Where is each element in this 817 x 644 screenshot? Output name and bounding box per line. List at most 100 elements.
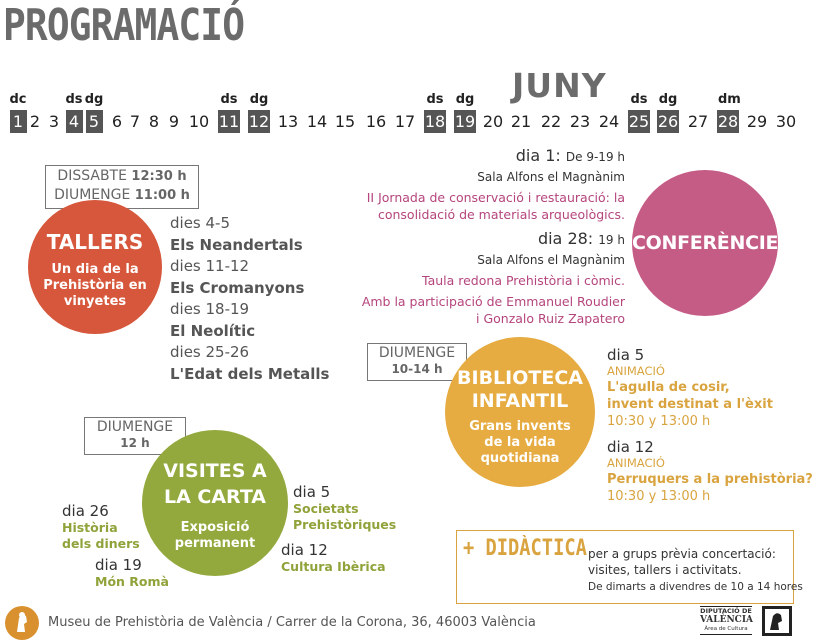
diputacio-logo-text: VALÈNCIA: [700, 615, 754, 625]
bib-item-type: ANIMACIÓ: [607, 364, 665, 378]
calendar-day: 10: [188, 112, 210, 131]
calendar-day: 15: [334, 112, 356, 131]
tallers-item-name: Els Neandertals: [170, 235, 303, 254]
visites-day: DIUMENGE: [96, 419, 174, 435]
tallers-item-days: dies 18-19: [170, 300, 250, 318]
weekday-label: ds: [65, 92, 83, 107]
museum-logo-icon: [5, 606, 39, 640]
conferencies-events: dia 1: De 9-19 h Sala Alfons el Magnànim…: [285, 146, 625, 327]
conferencies-title: CONFERÈNCIES: [632, 232, 792, 254]
calendar-day: 30: [775, 112, 797, 131]
tallers-time2: 11:00 h: [134, 188, 190, 203]
tallers-day1: DISSABTE: [57, 168, 127, 184]
visites-time: 12 h: [120, 436, 150, 450]
tallers-subtitle-line: Prehistòria en: [43, 278, 147, 293]
biblioteca-day: DIUMENGE: [378, 345, 456, 361]
biblioteca-time: 10-14 h: [391, 362, 443, 376]
bib-item-time: 10:30 y 13:00 h: [607, 414, 711, 429]
tallers-item-days: dies 4-5: [170, 214, 230, 232]
weekday-label: ds: [630, 92, 648, 107]
conf-event2-extra: Amb la participació de Emmanuel Roudier: [361, 294, 625, 309]
conf-event1-desc: II Jornada de conservació i restauració:…: [366, 190, 625, 205]
tallers-day2: DIUMENGE: [54, 187, 131, 203]
calendar-day: 13: [277, 112, 299, 131]
visites-item: dia 5 Societats Prehistòriques: [293, 483, 396, 533]
calendar-day: 3: [48, 112, 60, 131]
biblioteca-subtitle-line: de la vida: [484, 435, 556, 450]
tallers-item-name: El Neolític: [170, 321, 256, 340]
tallers-list: dies 4-5 Els Neandertals dies 11-12 Els …: [170, 213, 329, 385]
visites-item: dia 12 Cultura Ibèrica: [281, 541, 386, 575]
calendar-day: 18: [424, 110, 446, 133]
conf-event2-desc: Taula redona Prehistòria i còmic.: [422, 273, 625, 288]
conf-event1-desc: consolidació de materials arqueològics.: [377, 207, 625, 222]
tallers-item-name: L'Edat dels Metalls: [170, 364, 330, 383]
didactica-label: + DIDÀCTICA: [463, 536, 587, 561]
weekday-label: dg: [249, 92, 269, 107]
calendar-day: 29: [746, 112, 768, 131]
visites-item-desc: Història: [62, 520, 118, 535]
tallers-subtitle-line: Un dia de la: [51, 262, 139, 277]
tallers-item-days: dies 11-12: [170, 257, 250, 275]
didactica-box: [456, 530, 794, 604]
bib-item-type: ANIMACIÓ: [607, 456, 665, 470]
culture-logo-icon: [762, 606, 792, 636]
calendar-day: 16: [365, 112, 387, 131]
bib-item-day: dia 5: [607, 346, 645, 364]
calendar-day: 8: [148, 112, 160, 131]
month-heading: JUNY: [512, 66, 607, 105]
biblioteca-subtitle-line: quotidiana: [480, 451, 560, 466]
conf-event1-place: Sala Alfons el Magnànim: [477, 170, 625, 184]
visites-item-day: dia 19: [95, 556, 142, 574]
visites-item-day: dia 26: [62, 502, 109, 520]
weekday-label: dg: [84, 92, 104, 107]
conf-event2-extra: i Gonzalo Ruiz Zapatero: [476, 311, 625, 326]
didactica-line: visites, tallers i activitats.: [588, 563, 742, 577]
page-title: PROGRAMACIÓ: [3, 0, 245, 51]
biblioteca-list: dia 5 ANIMACIÓ L'agulla de cosir, invent…: [607, 346, 813, 505]
bib-item-desc: L'agulla de cosir,: [607, 380, 730, 395]
visites-title-line: LA CARTA: [163, 486, 267, 508]
weekday-label: ds: [426, 92, 444, 107]
tallers-title: TALLERS: [46, 230, 144, 254]
weekday-label: ds: [220, 92, 238, 107]
calendar-day: 28: [717, 110, 739, 133]
tallers-time1: 12:30 h: [131, 169, 187, 184]
biblioteca-title-line: BIBLIOTECA: [457, 367, 583, 389]
weekday-label: dc: [9, 92, 27, 107]
diputacio-logo-text: Àrea de Cultura: [700, 625, 752, 635]
didactica-hours: De dimarts a divendres de 10 a 14 hores: [588, 581, 803, 593]
visites-item-desc: Societats: [293, 501, 359, 516]
biblioteca-subtitle-line: Grans invents: [469, 419, 571, 434]
calendar-day: 24: [598, 112, 620, 131]
visites-item-desc: Cultura Ibèrica: [281, 559, 386, 574]
weekday-label: dg: [455, 92, 475, 107]
calendar-day: 2: [29, 112, 41, 131]
tallers-subtitle-line: vinyetes: [63, 294, 127, 309]
calendar-day: 17: [394, 112, 416, 131]
calendar-day: 11: [218, 110, 240, 133]
tallers-item-days: dies 25-26: [170, 343, 250, 361]
didactica-line: per a grups prèvia concertació:: [588, 547, 776, 561]
conf-event1-date: dia 1:: [515, 146, 561, 165]
calendar-day: 26: [657, 110, 679, 133]
tallers-schedule-box: DISSABTE 12:30 h DIUMENGE 11:00 h: [45, 165, 199, 209]
conferencies-circle: CONFERÈNCIES: [632, 170, 792, 316]
visites-item-day: dia 5: [293, 483, 331, 501]
calendar-day: 21: [510, 112, 532, 131]
calendar-day: 20: [482, 112, 504, 131]
calendar-day: 12: [248, 110, 270, 133]
calendar-day: 1: [9, 110, 27, 133]
calendar-day: 7: [129, 112, 141, 131]
calendar-day: 6: [111, 112, 123, 131]
calendar-day: 19: [454, 110, 476, 133]
bib-item-desc: invent destinat a l'èxit: [607, 397, 773, 412]
visites-item-desc: Món Romà: [95, 574, 169, 589]
visites-circle: VISITES A LA CARTA Exposició permanent: [142, 430, 288, 576]
visites-item-desc: Prehistòriques: [293, 517, 397, 532]
visites-subtitle-line: Exposició: [180, 520, 250, 535]
conf-event2-time: 19 h: [598, 233, 625, 247]
visites-item-day: dia 12: [281, 541, 328, 559]
conf-event2-place: Sala Alfons el Magnànim: [477, 253, 625, 267]
bib-item-day: dia 12: [607, 438, 654, 456]
